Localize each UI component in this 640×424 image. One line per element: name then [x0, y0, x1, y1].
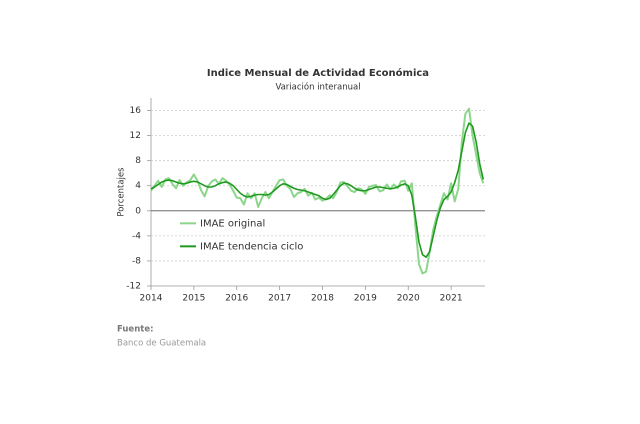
x-tick-label: 2020 [397, 294, 420, 304]
y-tick-label: -4 [132, 231, 141, 241]
legend-label: IMAE original [200, 218, 265, 229]
y-tick-label: -8 [132, 256, 141, 266]
series-line [150, 107, 485, 275]
x-tick-label: 2019 [354, 294, 377, 304]
y-tick-label: 8 [135, 156, 141, 166]
y-tick-label: 0 [135, 206, 141, 216]
y-tick-label: 12 [130, 131, 141, 141]
x-tick-label: 2015 [182, 294, 205, 304]
x-tick-label: 2018 [311, 294, 334, 304]
x-tick-label: 2014 [140, 294, 163, 304]
y-tick-label: 16 [130, 106, 142, 116]
y-tick-label: 4 [135, 181, 141, 191]
y-axis-label: Porcentajes [117, 167, 127, 217]
x-tick-label: 2016 [225, 294, 248, 304]
source: Banco de Guatemala [117, 339, 206, 349]
chart-title: Indice Mensual de Actividad Económica [207, 67, 429, 79]
y-tick-label: -12 [126, 282, 141, 292]
legend-label: IMAE tendencia ciclo [200, 241, 303, 252]
source-label: Fuente: [117, 325, 153, 335]
chart-subtitle: Variación interanual [275, 82, 360, 93]
x-tick-label: 2017 [268, 294, 291, 304]
x-tick-label: 2021 [440, 294, 463, 304]
series-line [150, 122, 485, 258]
